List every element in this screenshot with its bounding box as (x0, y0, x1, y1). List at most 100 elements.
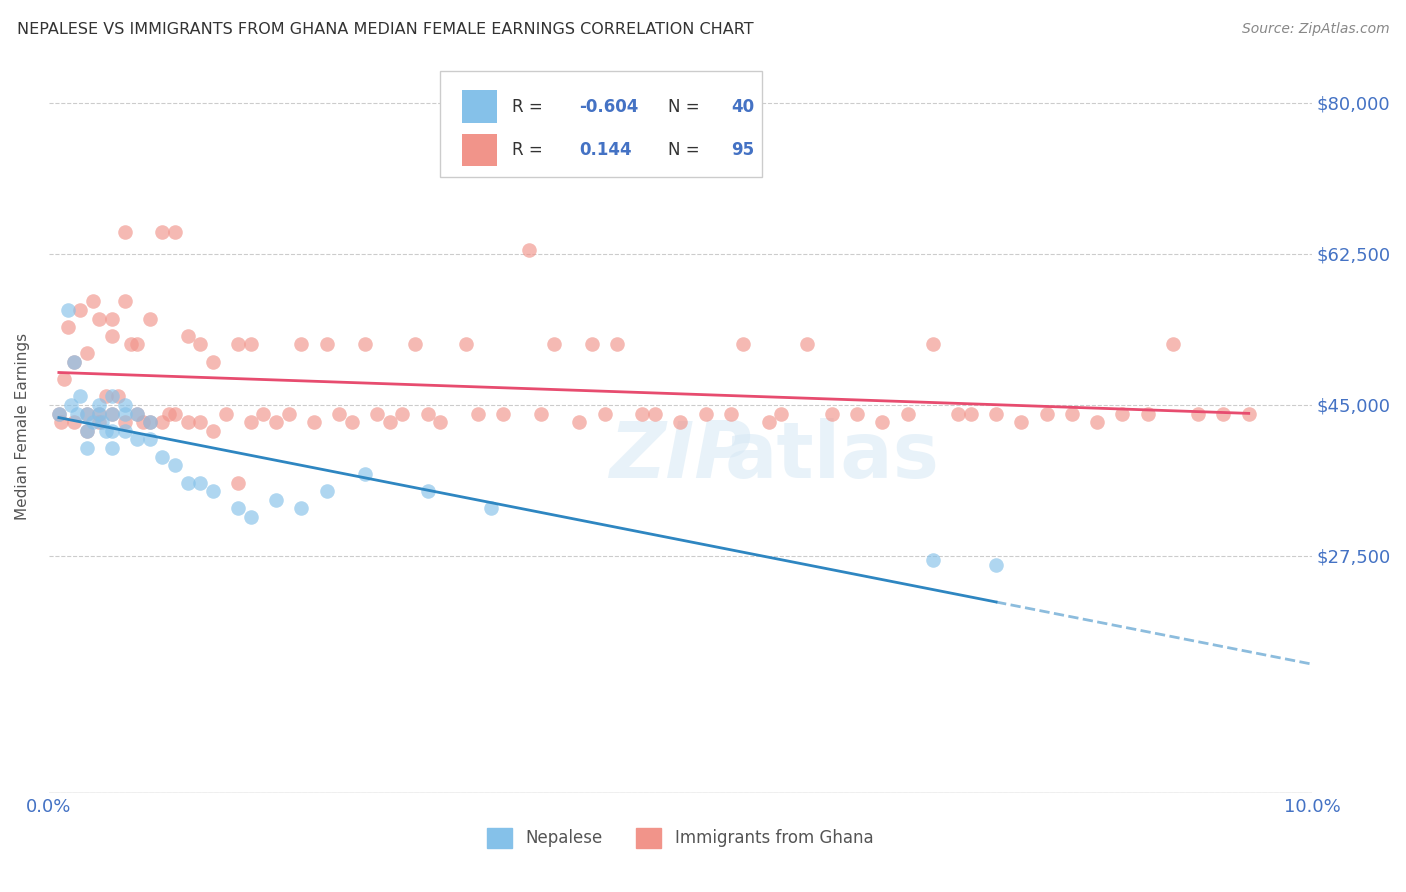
Point (56, 320, 79, 334)
Point (188, 337, 211, 351)
Point (89, 398, 111, 412)
Point (770, 407, 793, 421)
Point (984, 407, 1007, 421)
Point (76, 407, 98, 421)
Point (226, 475, 249, 490)
Legend: Nepalese, Immigrants from Ghana: Nepalese, Immigrants from Ghana (481, 821, 880, 855)
Point (107, 389, 129, 403)
Text: R =: R = (512, 141, 548, 159)
Point (391, 407, 413, 421)
Point (581, 337, 603, 351)
Point (897, 407, 920, 421)
Point (1111, 407, 1133, 421)
Point (127, 337, 149, 351)
Text: N =: N = (668, 97, 704, 116)
Point (63, 355, 86, 369)
Point (52, 372, 75, 386)
Text: 95: 95 (731, 141, 754, 159)
Point (1161, 337, 1184, 351)
Point (984, 558, 1007, 572)
Point (631, 407, 654, 421)
Point (593, 407, 616, 421)
Point (127, 407, 149, 421)
Point (1085, 415, 1108, 429)
Point (695, 407, 717, 421)
Point (114, 407, 136, 421)
Point (290, 337, 312, 351)
Point (669, 415, 692, 429)
Point (176, 328, 198, 343)
Point (454, 337, 477, 351)
Point (328, 407, 350, 421)
Point (948, 407, 970, 421)
Point (1060, 407, 1083, 421)
Point (239, 415, 262, 429)
Point (114, 398, 136, 412)
Text: Source: ZipAtlas.com: Source: ZipAtlas.com (1241, 22, 1389, 37)
Point (315, 337, 337, 351)
Point (252, 407, 274, 421)
Point (90, 415, 112, 429)
Point (416, 407, 439, 421)
Point (201, 424, 224, 438)
Point (1136, 407, 1159, 421)
Point (959, 407, 981, 421)
Point (60, 398, 83, 412)
Point (139, 311, 162, 326)
Point (353, 337, 375, 351)
Point (48, 407, 70, 421)
Text: atlas: atlas (724, 417, 939, 494)
Point (152, 415, 174, 429)
Point (127, 433, 149, 447)
Point (176, 415, 198, 429)
Point (758, 415, 780, 429)
Point (264, 415, 287, 429)
Point (82, 294, 104, 309)
Point (101, 328, 124, 343)
Text: -0.604: -0.604 (579, 97, 638, 116)
Point (821, 407, 844, 421)
Point (89, 407, 111, 421)
Point (82, 415, 104, 429)
Point (63, 415, 86, 429)
FancyBboxPatch shape (461, 90, 498, 123)
Point (353, 467, 375, 481)
Point (290, 501, 312, 516)
Point (152, 450, 174, 464)
Point (606, 337, 628, 351)
Point (76, 424, 98, 438)
Point (404, 337, 426, 351)
Point (114, 424, 136, 438)
Point (922, 337, 945, 351)
Point (492, 407, 515, 421)
Point (1212, 407, 1234, 421)
Point (76, 424, 98, 438)
Point (1035, 407, 1057, 421)
Point (139, 415, 162, 429)
Point (429, 415, 451, 429)
Point (1237, 407, 1260, 421)
Point (1010, 415, 1032, 429)
Point (51, 415, 73, 429)
Point (165, 225, 187, 239)
Point (846, 407, 869, 421)
Point (63, 355, 86, 369)
Point (101, 311, 124, 326)
Point (76, 441, 98, 455)
Point (214, 407, 236, 421)
Text: ZIP: ZIP (609, 417, 751, 494)
Text: N =: N = (668, 141, 704, 159)
Point (165, 407, 187, 421)
Point (56, 302, 79, 317)
Point (127, 407, 149, 421)
Point (101, 407, 124, 421)
Point (94, 424, 117, 438)
Point (1187, 407, 1209, 421)
Point (101, 389, 124, 403)
Point (101, 424, 124, 438)
Point (76, 407, 98, 421)
Point (76, 346, 98, 360)
Point (226, 501, 249, 516)
Point (101, 441, 124, 455)
Point (65, 407, 87, 421)
